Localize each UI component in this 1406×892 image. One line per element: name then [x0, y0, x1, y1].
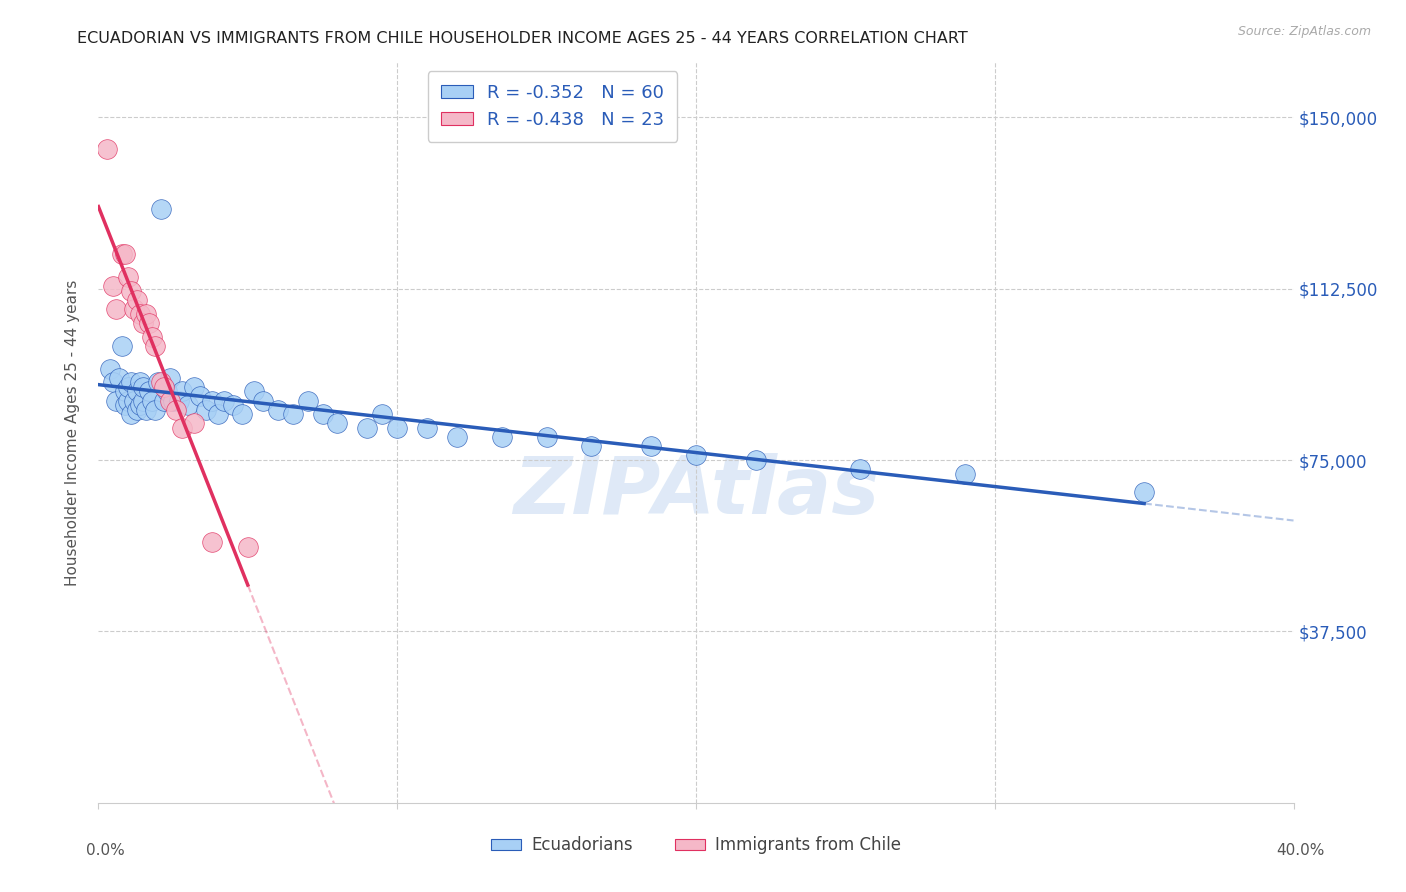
Text: ECUADORIAN VS IMMIGRANTS FROM CHILE HOUSEHOLDER INCOME AGES 25 - 44 YEARS CORREL: ECUADORIAN VS IMMIGRANTS FROM CHILE HOUS… [77, 31, 969, 46]
Point [212, 393, 235, 408]
Point [103, 279, 125, 293]
Point [236, 540, 259, 554]
Point [183, 417, 205, 431]
Point [124, 393, 146, 408]
Point [143, 339, 166, 353]
Point [172, 384, 194, 399]
Point [156, 384, 179, 399]
Point [129, 398, 152, 412]
Point [120, 408, 142, 422]
Point [385, 421, 409, 435]
Point [685, 449, 707, 463]
Point [243, 384, 266, 399]
Point [153, 393, 176, 408]
Point [172, 421, 194, 435]
Point [127, 402, 149, 417]
Point [141, 329, 163, 343]
Point [150, 202, 173, 216]
Point [138, 384, 160, 399]
Point [188, 389, 211, 403]
Point [124, 302, 146, 317]
Point [117, 380, 139, 394]
Point [491, 430, 513, 444]
Point [129, 376, 152, 390]
Point [201, 393, 224, 408]
Point [108, 371, 131, 385]
Point [446, 430, 468, 444]
Point [111, 247, 134, 261]
Text: 40.0%: 40.0% [1277, 843, 1324, 857]
Point [183, 380, 205, 394]
Point [111, 339, 134, 353]
Y-axis label: Householder Income Ages 25 - 44 years: Householder Income Ages 25 - 44 years [65, 279, 80, 586]
Point [135, 402, 157, 417]
Point [153, 380, 176, 394]
Point [222, 398, 245, 412]
Point [132, 393, 155, 408]
Point [127, 293, 149, 307]
Point [114, 398, 136, 412]
Point [159, 371, 181, 385]
Text: 0.0%: 0.0% [86, 843, 125, 857]
Point [120, 376, 142, 390]
Point [267, 402, 290, 417]
Point [114, 384, 136, 399]
Point [371, 408, 394, 422]
Point [129, 307, 152, 321]
Point [1133, 485, 1156, 500]
Point [201, 535, 224, 549]
Point [231, 408, 253, 422]
Point [581, 439, 603, 453]
Point [640, 439, 662, 453]
Point [117, 270, 139, 285]
Point [195, 402, 218, 417]
Legend: Ecuadorians, Immigrants from Chile: Ecuadorians, Immigrants from Chile [485, 830, 907, 861]
Point [165, 402, 187, 417]
Point [252, 393, 274, 408]
Point [148, 376, 170, 390]
Point [207, 408, 229, 422]
Point [177, 398, 200, 412]
Point [105, 393, 128, 408]
Point [143, 402, 166, 417]
Point [167, 393, 190, 408]
Point [96, 142, 118, 156]
Point [127, 384, 149, 399]
Point [326, 417, 349, 431]
Point [120, 284, 142, 298]
Point [159, 393, 181, 408]
Point [953, 467, 976, 481]
Point [311, 408, 333, 422]
Point [135, 307, 157, 321]
Text: ZIPAtlas: ZIPAtlas [513, 453, 879, 531]
Point [138, 316, 160, 330]
Point [114, 247, 136, 261]
Point [117, 393, 139, 408]
Point [150, 376, 173, 390]
Point [162, 393, 184, 408]
Point [105, 302, 128, 317]
Point [281, 408, 304, 422]
Point [849, 462, 872, 476]
Point [745, 453, 768, 467]
Point [132, 380, 155, 394]
Point [536, 430, 558, 444]
Point [356, 421, 378, 435]
Point [132, 316, 155, 330]
Point [103, 376, 125, 390]
Point [141, 393, 163, 408]
Point [98, 361, 122, 376]
Point [416, 421, 439, 435]
Text: Source: ZipAtlas.com: Source: ZipAtlas.com [1237, 25, 1371, 38]
Point [297, 393, 319, 408]
